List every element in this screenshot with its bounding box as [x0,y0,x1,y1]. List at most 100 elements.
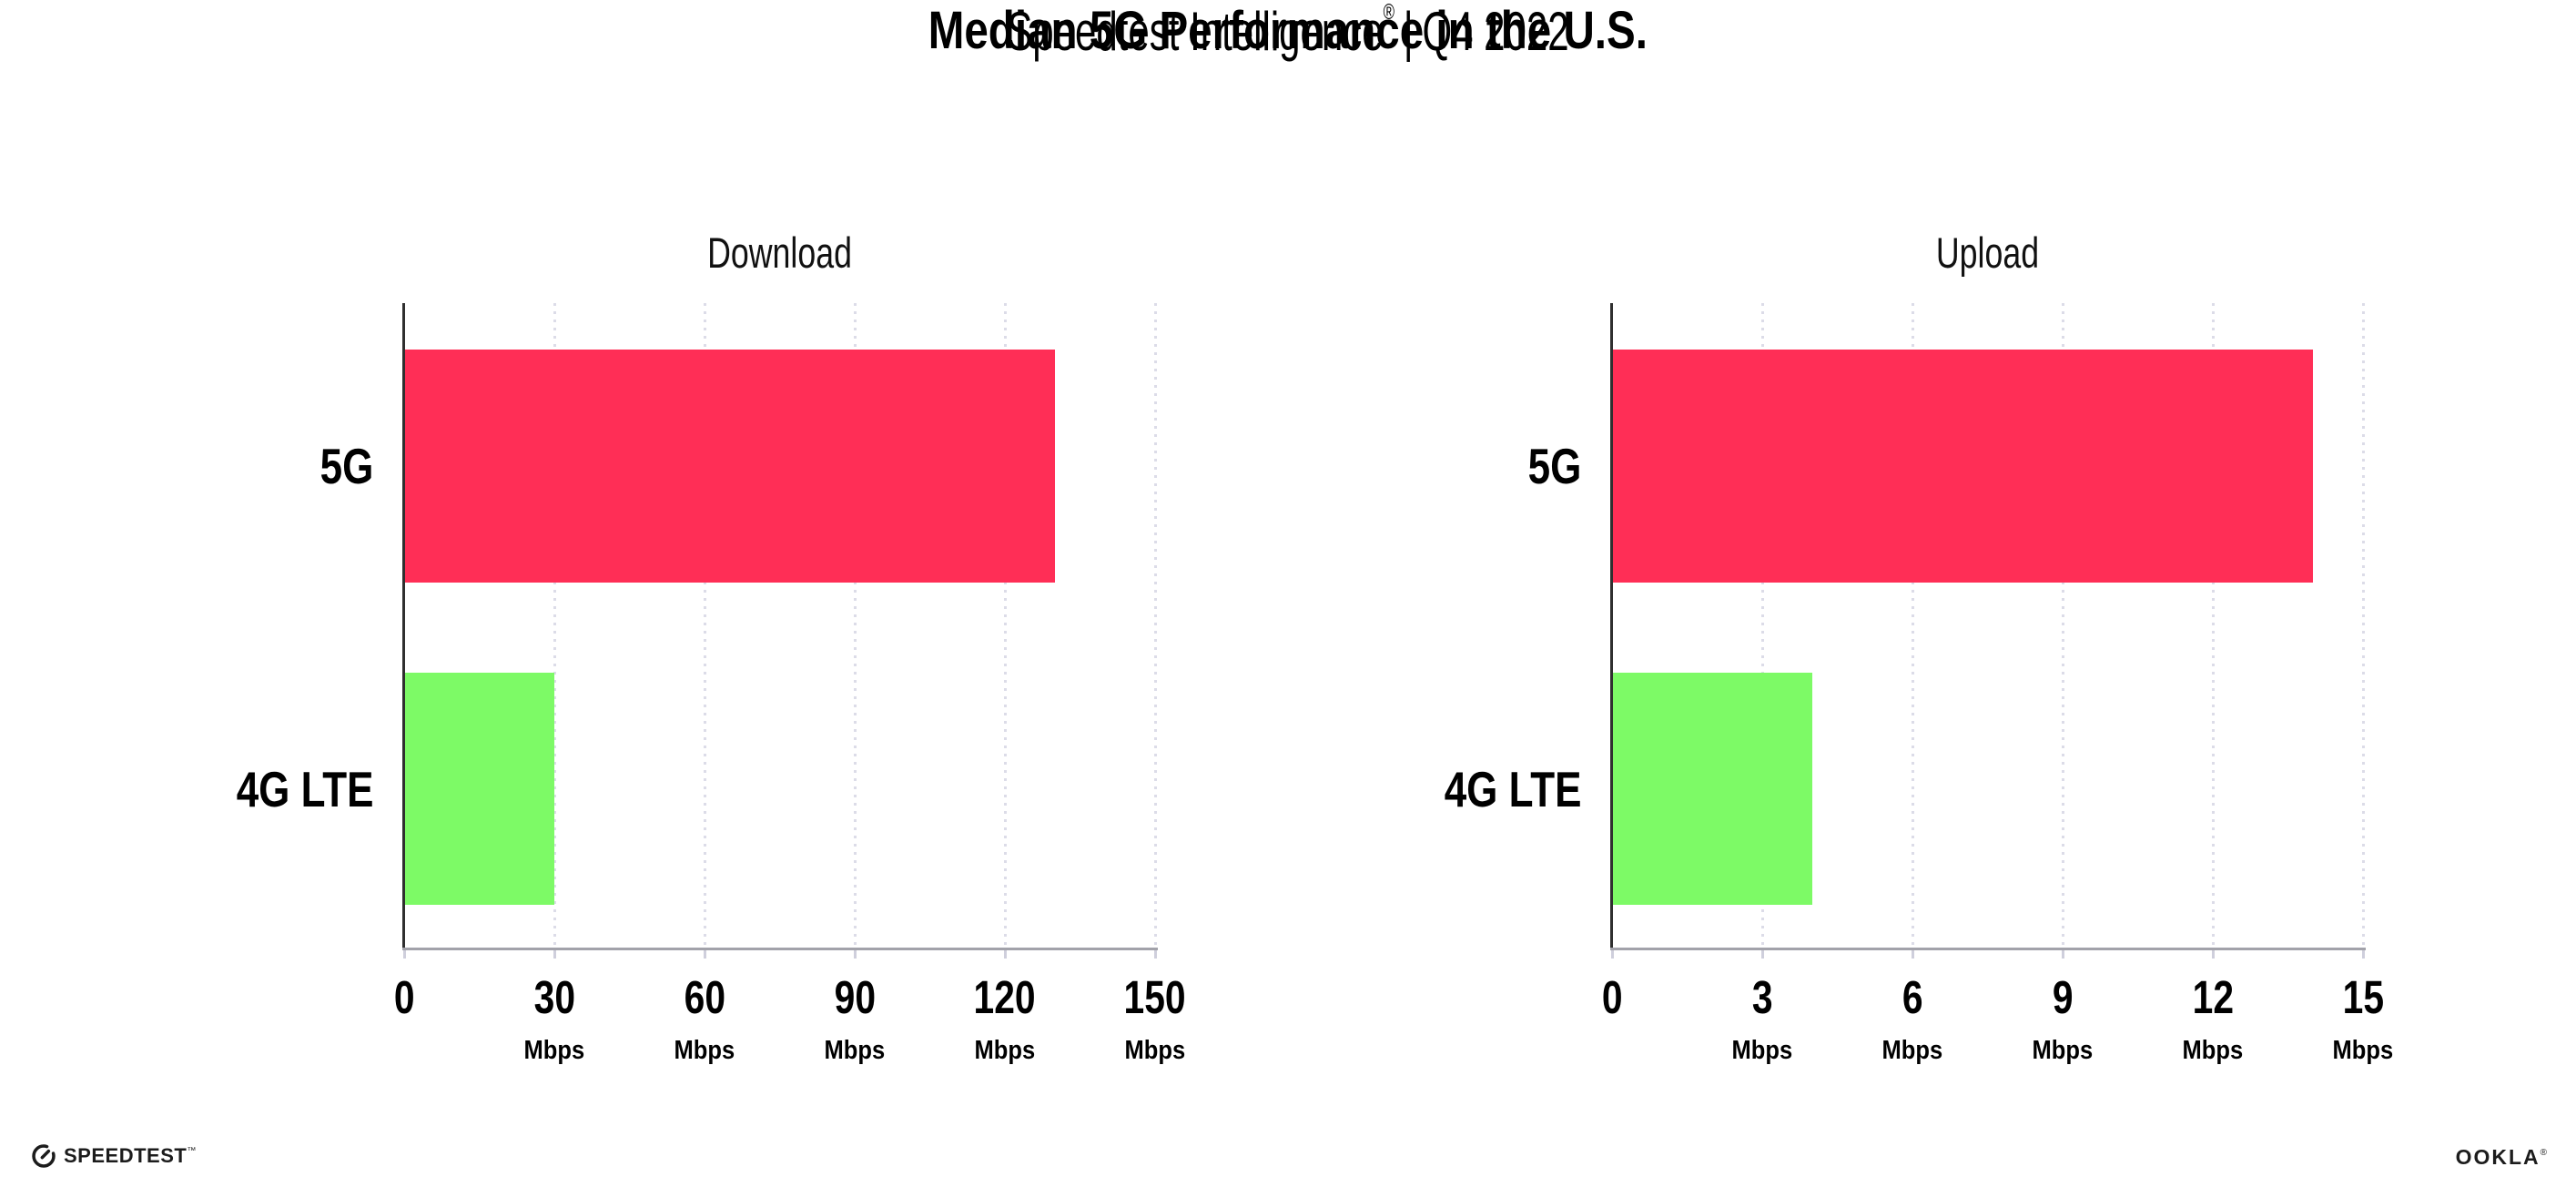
tick-30 [553,950,556,959]
tick-label-30: 30 [482,970,627,1024]
tick-150 [1153,950,1157,959]
page-title-text: Median 5G Performance in the U.S. [928,1,1648,60]
tick-0 [402,950,406,959]
tick-unit-12: Mbps [2140,1036,2286,1066]
download-y-axis [402,303,405,950]
tick-unit-text: Mbps [824,1036,886,1065]
tick-label-text: 3 [1751,971,1773,1023]
upload-chart-title: Upload [1715,228,2261,278]
download-chart-title: Download [507,228,1053,278]
tick-label-0: 0 [1539,970,1685,1024]
gridline-90 [853,303,857,948]
tick-unit-text: Mbps [1881,1036,1943,1065]
trademark-mark: ™ [187,1146,197,1156]
tick-label-text: 15 [2342,971,2384,1023]
tick-label-text: 120 [973,971,1037,1023]
gauge-icon [32,1144,56,1168]
bar-5g-upload [1612,350,2313,583]
tick-label-6: 6 [1840,970,1985,1024]
tick-label-text: 6 [1902,971,1923,1023]
tick-unit-3: Mbps [1689,1036,1835,1066]
tick-label-60: 60 [632,970,777,1024]
tick-12 [2211,950,2215,959]
tick-label-90: 90 [782,970,928,1024]
tick-3 [1760,950,1764,959]
ookla-wordmark: OOKLA [2455,1145,2541,1169]
tick-label-text: 0 [1601,971,1623,1023]
tick-unit-60: Mbps [632,1036,777,1066]
tick-60 [703,950,706,959]
tick-label-text: 30 [533,971,575,1023]
tick-6 [1911,950,1914,959]
tick-label-0: 0 [331,970,477,1024]
registered-mark: ® [1383,0,1395,25]
category-label-4g-lte: 4G LTE [0,673,373,905]
gridline-15 [2361,303,2365,948]
tick-unit-30: Mbps [482,1036,627,1066]
gridline-120 [1003,303,1007,948]
upload-y-axis [1610,303,1613,950]
gridline-150 [1153,303,1157,948]
tick-unit-text: Mbps [2032,1036,2094,1065]
registered-mark: ® [2540,1148,2547,1158]
subtitle-brand: Speedtest Intelligence [1007,1,1384,62]
category-label-4g-lte: 4G LTE [1199,673,1581,905]
tick-label-120: 120 [932,970,1078,1024]
tick-label-text: 12 [2192,971,2234,1023]
tick-label-9: 9 [1990,970,2135,1024]
subtitle-separator: | [1403,1,1414,62]
tick-unit-text: Mbps [974,1036,1036,1065]
tick-unit-9: Mbps [1990,1036,2135,1066]
category-label-text: 5G [319,438,373,494]
tick-15 [2361,950,2365,959]
tick-label-text: 0 [393,971,415,1023]
tick-unit-90: Mbps [782,1036,928,1066]
tick-9 [2061,950,2064,959]
subtitle-period: Q4 2022 [1422,1,1569,62]
category-label-5g: 5G [0,350,373,583]
bar-5g-download [404,350,1055,583]
tick-unit-150: Mbps [1082,1036,1228,1066]
tick-label-150: 150 [1082,970,1228,1024]
tick-label-12: 12 [2140,970,2286,1024]
gridline-30 [553,303,556,948]
download-chart-title-text: Download [707,228,852,277]
tick-label-text: 9 [2052,971,2074,1023]
tick-120 [1003,950,1007,959]
tick-unit-text: Mbps [2182,1036,2244,1065]
tick-90 [853,950,857,959]
tick-unit-6: Mbps [1840,1036,1985,1066]
tick-label-3: 3 [1689,970,1835,1024]
category-label-text: 4G LTE [1444,760,1581,817]
tick-label-text: 90 [834,971,876,1023]
speedtest-wordmark: SPEEDTEST [64,1144,188,1167]
download-x-axis [402,948,1158,950]
upload-x-axis [1610,948,2366,950]
tick-unit-text: Mbps [2332,1036,2394,1065]
tick-unit-text: Mbps [674,1036,735,1065]
bar-4g-lte-download [404,673,554,905]
category-label-5g: 5G [1199,350,1581,583]
tick-unit-text: Mbps [523,1036,585,1065]
tick-unit-120: Mbps [932,1036,1078,1066]
tick-label-15: 15 [2290,970,2436,1024]
tick-unit-15: Mbps [2290,1036,2436,1066]
upload-chart-title-text: Upload [1935,228,2040,277]
gridline-6 [1911,303,1914,948]
ookla-logo: OOKLA® [2456,1145,2547,1170]
speedtest-logo: SPEEDTEST™ [31,1143,196,1169]
tick-unit-text: Mbps [1124,1036,1186,1065]
page-title: Median 5G Performance in the U.S. [0,0,2576,61]
gridline-60 [703,303,706,948]
gridline-9 [2061,303,2064,948]
tick-label-text: 60 [684,971,725,1023]
gridline-3 [1760,303,1764,948]
page-subtitle: Speedtest Intelligence® | Q4 2022 [0,0,2576,63]
gridline-12 [2211,303,2215,948]
bar-4g-lte-upload [1612,673,1812,905]
category-label-text: 5G [1527,438,1581,494]
tick-label-text: 150 [1123,971,1187,1023]
tick-0 [1610,950,1614,959]
category-label-text: 4G LTE [236,760,373,817]
